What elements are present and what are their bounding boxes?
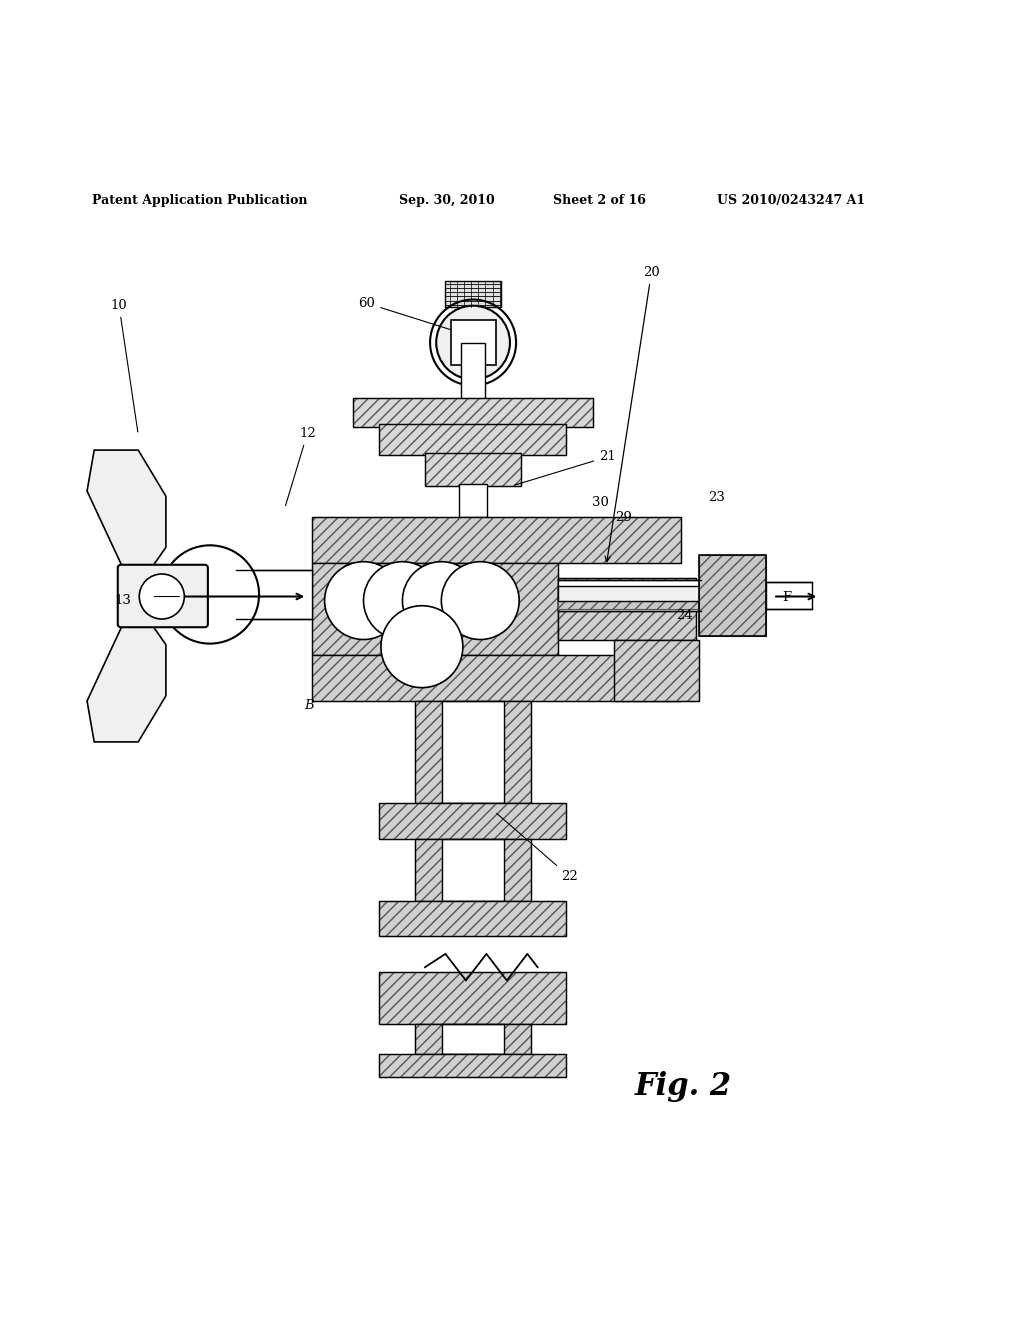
Text: 29: 29 <box>615 511 632 524</box>
Bar <box>312 655 681 701</box>
Bar <box>312 516 681 562</box>
Bar <box>451 319 496 366</box>
Text: 23: 23 <box>709 491 725 504</box>
Bar <box>442 840 504 900</box>
Text: Patent Application Publication: Patent Application Publication <box>92 194 307 207</box>
Text: Sep. 30, 2010: Sep. 30, 2010 <box>399 194 496 207</box>
Bar <box>504 1023 531 1055</box>
Bar <box>415 840 442 900</box>
Bar <box>558 586 701 601</box>
Bar <box>425 453 521 486</box>
FancyBboxPatch shape <box>118 565 208 627</box>
Text: US 2010/0243247 A1: US 2010/0243247 A1 <box>717 194 865 207</box>
Circle shape <box>139 574 184 619</box>
Polygon shape <box>87 450 166 568</box>
Text: 24: 24 <box>676 609 692 622</box>
Bar <box>442 1023 504 1055</box>
Text: Sheet 2 of 16: Sheet 2 of 16 <box>553 194 646 207</box>
Bar <box>442 701 504 804</box>
Bar <box>445 281 501 306</box>
Bar <box>236 570 312 619</box>
Bar <box>353 397 593 426</box>
Bar <box>558 578 696 639</box>
Bar <box>379 900 566 936</box>
Bar <box>415 840 531 900</box>
Text: 60: 60 <box>358 297 450 330</box>
Circle shape <box>436 306 510 379</box>
Text: 20: 20 <box>605 267 659 562</box>
Text: 30: 30 <box>592 496 608 510</box>
Bar <box>558 578 696 639</box>
Text: F: F <box>782 590 792 603</box>
Bar <box>459 484 487 516</box>
Bar <box>312 516 681 562</box>
Bar <box>353 397 593 426</box>
Bar <box>312 562 558 655</box>
Circle shape <box>441 562 519 639</box>
Bar <box>425 453 521 486</box>
Text: 12: 12 <box>286 426 315 506</box>
Text: 10: 10 <box>111 298 138 432</box>
Bar <box>379 900 566 936</box>
Bar <box>379 973 566 1023</box>
Circle shape <box>402 562 480 639</box>
Bar <box>379 973 566 1023</box>
Bar <box>614 639 699 701</box>
Bar <box>379 425 566 455</box>
Text: Fig. 2: Fig. 2 <box>635 1072 732 1102</box>
Bar <box>504 840 531 900</box>
Bar <box>461 343 485 399</box>
Bar <box>558 601 701 609</box>
Bar <box>379 1055 566 1077</box>
Bar <box>558 579 701 611</box>
Circle shape <box>325 562 402 639</box>
Bar <box>415 1023 531 1055</box>
Circle shape <box>381 606 463 688</box>
Bar <box>379 804 566 840</box>
Bar <box>379 804 566 840</box>
Bar <box>699 554 766 636</box>
Bar <box>415 701 531 804</box>
Bar <box>379 1055 566 1077</box>
Text: 22: 22 <box>497 813 578 883</box>
Bar <box>379 425 566 455</box>
Bar <box>312 562 558 655</box>
Text: 13: 13 <box>115 594 131 607</box>
Text: B: B <box>304 700 314 713</box>
Circle shape <box>161 545 259 644</box>
Bar <box>415 701 442 804</box>
Bar <box>699 554 766 636</box>
Bar <box>312 655 681 701</box>
Polygon shape <box>87 624 166 742</box>
Circle shape <box>364 562 441 639</box>
Bar <box>766 582 812 609</box>
Bar <box>614 639 699 701</box>
Text: 21: 21 <box>515 450 615 486</box>
Bar <box>415 1023 442 1055</box>
Bar <box>504 701 531 804</box>
